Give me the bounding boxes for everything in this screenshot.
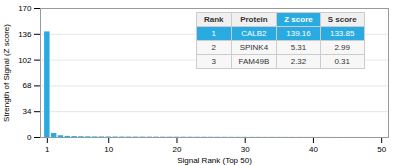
svg-text:1: 1 (45, 145, 50, 154)
html-text:133.85: 133.85 (329, 29, 355, 38)
svg-text:50: 50 (377, 145, 386, 154)
html-text:S score: S score (327, 15, 357, 24)
svg-text:10: 10 (104, 145, 113, 154)
svg-text:20: 20 (173, 145, 182, 154)
svg-text:Strength of Signal (Z score): Strength of Signal (Z score) (2, 24, 11, 122)
svg-text:170: 170 (18, 4, 32, 13)
html-text:Z score: Z score (284, 15, 313, 24)
svg-text:0: 0 (27, 133, 32, 142)
html-text:139.16: 139.16 (286, 29, 311, 38)
html-text:2: 2 (211, 43, 216, 52)
html-text:1: 1 (211, 29, 216, 38)
html-text:CALB2: CALB2 (241, 29, 267, 38)
svg-text:102: 102 (18, 56, 32, 65)
svg-text:Signal Rank (Top 50): Signal Rank (Top 50) (177, 156, 252, 165)
svg-text:136: 136 (18, 30, 32, 39)
svg-text:34: 34 (23, 107, 32, 116)
html-text:SPINK4: SPINK4 (239, 43, 269, 52)
html-text:5.31: 5.31 (290, 43, 307, 52)
html-text:Rank: Rank (204, 15, 224, 24)
svg-text:30: 30 (241, 145, 250, 154)
html-text:2.99: 2.99 (334, 43, 350, 52)
html-text:3: 3 (211, 57, 216, 66)
html-text:Protein: Protein (240, 15, 268, 24)
html-text:0.31: 0.31 (334, 57, 350, 66)
svg-text:68: 68 (23, 81, 32, 90)
svg-text:40: 40 (309, 145, 318, 154)
html-text:2.32: 2.32 (290, 57, 307, 66)
html-text:FAM49B: FAM49B (238, 57, 270, 66)
